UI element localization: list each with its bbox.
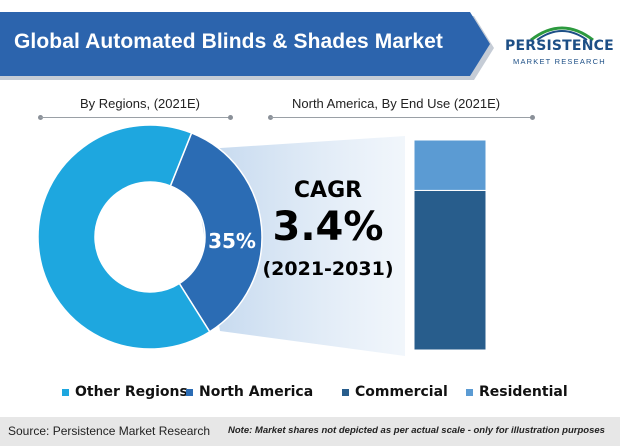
legend-commercial: Commercial	[342, 384, 448, 400]
persistence-logo: PERSISTENCE MARKET RESEARCH	[505, 22, 617, 78]
commercial-swatch	[342, 388, 349, 396]
legend-residential: Residential	[466, 384, 568, 400]
donut-slice-other-regions	[37, 124, 211, 350]
residential-swatch	[466, 388, 473, 396]
logo-arc-icon	[530, 26, 594, 42]
left-divider	[40, 117, 230, 118]
cagr-value: 3.4%	[272, 204, 384, 250]
legend-other-regions-label: Other Regions	[75, 384, 188, 400]
cagr-label: CAGR	[293, 178, 363, 203]
other-regions-swatch	[62, 388, 69, 396]
stacked-bar	[413, 139, 487, 351]
bar-segment-commercial	[413, 189, 487, 351]
legend-other-regions: Other Regions	[62, 384, 188, 400]
left-divider-dot-end	[228, 115, 233, 120]
right-section-title: North America, By End Use (2021E)	[292, 96, 501, 111]
legend-commercial-label: Commercial	[355, 384, 448, 400]
title-banner	[0, 12, 490, 76]
legend-residential-label: Residential	[479, 384, 568, 400]
left-section-title: By Regions, (2021E)	[80, 96, 200, 111]
donut-chart	[37, 124, 263, 350]
footer: Source: Persistence Market Research Note…	[0, 417, 620, 446]
logo-name: PERSISTENCE	[505, 38, 614, 54]
logo-subtitle: MARKET RESEARCH	[513, 57, 606, 66]
chart-title: Global Automated Blinds & Shades Market	[14, 30, 444, 53]
right-divider	[270, 117, 532, 118]
right-divider-dot-end	[530, 115, 535, 120]
footer-source: Source: Persistence Market Research	[8, 424, 211, 438]
donut-slice-north-america	[169, 132, 263, 333]
north-america-swatch	[186, 388, 193, 396]
legend-north-america: North America	[186, 384, 313, 400]
north-america-share-label: 35%	[208, 229, 256, 253]
bar-segment-residential	[413, 139, 487, 191]
legend-north-america-label: North America	[199, 384, 314, 400]
cagr-period: (2021-2031)	[262, 258, 394, 280]
footer-note: Note: Market shares not depicted as per …	[228, 425, 605, 436]
